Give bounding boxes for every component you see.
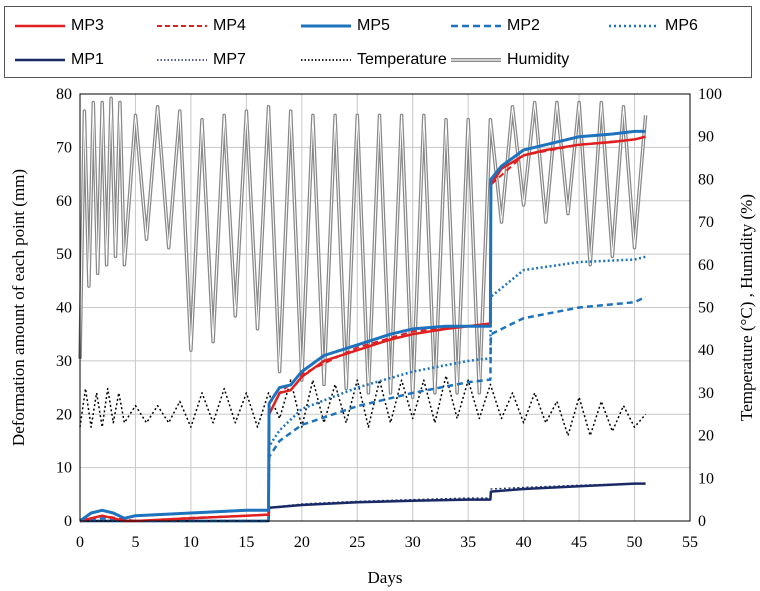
legend-item-temperature: Temperature	[301, 48, 447, 72]
y-left-tick-80: 80	[56, 86, 72, 103]
legend-swatch-mp4-icon	[157, 25, 207, 27]
y-right-tick-labels: 0 10 20 30 40 50 60 70 80 90 100	[698, 86, 722, 530]
legend-swatch-mp7-icon	[157, 59, 207, 61]
y-left-tick-70: 70	[56, 139, 72, 156]
legend-swatch-mp5-icon	[301, 24, 351, 28]
legend-swatch-mp3-icon	[15, 24, 65, 28]
legend-label-mp3: MP3	[71, 17, 104, 34]
x-tick-35: 35	[460, 534, 476, 551]
x-tick-25: 25	[349, 534, 365, 551]
x-tick-15: 15	[238, 534, 254, 551]
x-tick-50: 50	[627, 534, 643, 551]
y-left-tick-50: 50	[56, 246, 72, 263]
legend-item-mp6: MP6	[609, 14, 698, 38]
x-tick-20: 20	[294, 534, 310, 551]
y-left-tick-20: 20	[56, 406, 72, 423]
series-line-temperature	[79, 375, 647, 437]
legend-label-mp2: MP2	[507, 17, 540, 34]
y-right-tick-60: 60	[698, 257, 714, 274]
legend-item-mp1: MP1	[15, 48, 104, 72]
y-right-tick-80: 80	[698, 171, 714, 188]
y-right-tick-20: 20	[698, 428, 714, 445]
y-left-tick-labels: 0 10 20 30 40 50 60 70 80	[56, 86, 72, 530]
y-left-tick-30: 30	[56, 353, 72, 370]
x-tick-5: 5	[131, 534, 139, 551]
x-tick-labels: 0 5 10 15 20 25 30 35 40 45 50 55	[76, 534, 698, 551]
series-line-mp5	[79, 129, 646, 523]
legend-item-mp7: MP7	[157, 48, 246, 72]
legend-item-mp2: MP2	[451, 14, 540, 38]
y-left-tick-10: 10	[56, 460, 72, 477]
y-right-tick-40: 40	[698, 342, 714, 359]
legend-label-temperature: Temperature	[357, 51, 447, 68]
legend-label-mp7: MP7	[213, 51, 246, 68]
y-right-axis-title: Temperature (°C) , Humidity (%)	[737, 194, 756, 421]
y-right-tick-90: 90	[698, 129, 714, 146]
x-tick-10: 10	[183, 534, 199, 551]
x-tick-30: 30	[405, 534, 421, 551]
y-right-tick-70: 70	[698, 214, 714, 231]
legend-label-mp5: MP5	[357, 17, 390, 34]
legend: MP3 MP4 MP5 MP2 MP6 MP1 MP7 Temperature …	[4, 6, 752, 78]
x-tick-55: 55	[682, 534, 698, 551]
x-axis-title: Days	[368, 568, 403, 587]
x-tick-45: 45	[571, 534, 587, 551]
y-left-tick-40: 40	[56, 300, 72, 317]
x-tick-0: 0	[76, 534, 84, 551]
y-left-tick-60: 60	[56, 193, 72, 210]
legend-item-mp5: MP5	[301, 14, 390, 38]
legend-label-humidity: Humidity	[507, 51, 570, 68]
series-line-humidity-core	[79, 97, 647, 398]
y-left-axis-title: Deformation amount of each point (mm)	[9, 169, 28, 446]
y-right-tick-10: 10	[698, 470, 714, 487]
legend-swatch-temperature-icon	[301, 59, 351, 61]
y-right-tick-0: 0	[698, 513, 706, 530]
legend-swatch-mp2-icon	[451, 24, 501, 28]
plot-series	[78, 96, 648, 523]
y-left-tick-0: 0	[64, 513, 72, 530]
legend-swatch-mp6-icon	[609, 24, 659, 28]
legend-item-mp3: MP3	[15, 14, 104, 38]
legend-label-mp1: MP1	[71, 51, 104, 68]
legend-label-mp6: MP6	[665, 17, 698, 34]
x-tick-40: 40	[516, 534, 532, 551]
legend-swatch-mp1-icon	[15, 58, 65, 62]
series-line-mp6	[80, 255, 646, 523]
plot-frame	[79, 93, 691, 522]
legend-swatch-humidity-icon	[451, 58, 501, 62]
legend-item-mp4: MP4	[157, 14, 246, 38]
y-right-tick-100: 100	[698, 86, 722, 103]
legend-label-mp4: MP4	[213, 17, 246, 34]
y-right-tick-50: 50	[698, 300, 714, 317]
y-right-tick-30: 30	[698, 385, 714, 402]
legend-item-humidity: Humidity	[451, 48, 569, 72]
